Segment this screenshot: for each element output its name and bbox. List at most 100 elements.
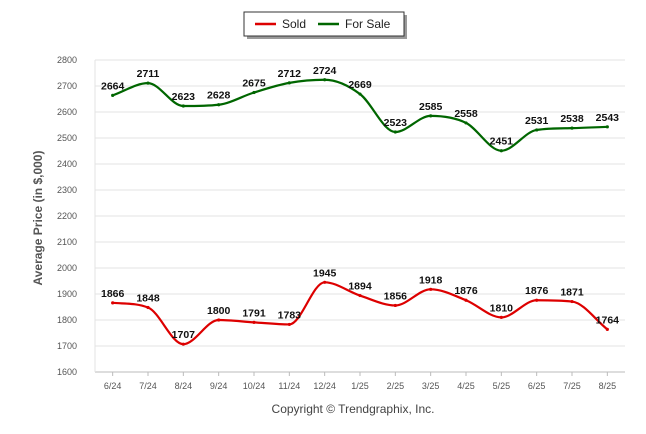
data-label-sold: 1707 — [172, 329, 196, 341]
data-label-for-sale: 2585 — [419, 101, 443, 113]
data-point-for-sale — [146, 81, 150, 85]
data-label-sold: 1876 — [525, 285, 549, 297]
data-label-sold: 1866 — [101, 288, 125, 300]
data-label-for-sale: 2711 — [137, 68, 160, 80]
data-label-for-sale: 2623 — [172, 91, 196, 103]
y-tick-label: 2400 — [57, 159, 77, 169]
data-point-for-sale — [429, 114, 433, 118]
x-tick-labels: 6/24 7/24 8/24 9/24 10/24 11/24 12/24 1/25 2/25 3… — [104, 381, 616, 391]
data-point-sold — [570, 299, 574, 304]
data-point-for-sale — [217, 103, 221, 107]
data-point-for-sale — [535, 128, 539, 132]
data-point-for-sale — [393, 130, 397, 134]
x-tick-label: 9/24 — [210, 381, 228, 391]
data-point-sold — [323, 280, 327, 284]
y-tick-label: 2500 — [57, 133, 77, 143]
x-tick-label: 3/25 — [422, 381, 440, 391]
data-label-sold: 1918 — [419, 274, 443, 286]
data-point-sold — [605, 327, 609, 331]
y-tick-label: 1700 — [57, 341, 77, 351]
gridlines — [95, 59, 625, 347]
data-label-for-sale: 2669 — [348, 79, 372, 91]
x-tick-label: 2/25 — [387, 381, 405, 391]
y-tick-labels: 1600 1700 1800 1900 2000 2100 2200 2300 2400 2500… — [57, 55, 77, 377]
data-point-for-sale — [181, 104, 185, 108]
data-point-sold — [252, 320, 256, 324]
data-label-sold: 1876 — [454, 285, 478, 297]
x-tick-label: 5/25 — [493, 381, 511, 391]
y-tick-label: 1600 — [57, 367, 77, 377]
x-tick-label: 11/24 — [278, 381, 300, 391]
y-tick-label: 2700 — [57, 81, 77, 91]
x-tick-label: 7/25 — [563, 381, 581, 391]
y-tick-label: 2300 — [57, 185, 77, 195]
y-tick-label: 2000 — [57, 263, 77, 273]
data-label-for-sale: 2451 — [490, 136, 514, 148]
data-label-sold: 1945 — [313, 267, 337, 279]
x-tick-label: 12/24 — [313, 381, 336, 391]
data-label-for-sale: 2531 — [525, 115, 549, 127]
data-label-for-sale: 2543 — [596, 112, 620, 124]
data-point-sold — [358, 293, 362, 298]
data-label-sold: 1871 — [560, 287, 584, 299]
data-label-for-sale: 2675 — [242, 78, 266, 90]
y-tick-label: 2200 — [57, 211, 77, 221]
x-tick-label: 8/25 — [599, 381, 617, 391]
data-labels: 1866 1848 1707 1800 1791 1783 1945 1894 1856 1918… — [101, 65, 619, 341]
data-point-for-sale — [252, 90, 256, 95]
data-label-sold: 1856 — [384, 290, 408, 302]
x-tick-label: 7/24 — [139, 381, 157, 391]
data-point-sold — [499, 315, 503, 319]
legend: Sold For Sale — [243, 11, 407, 39]
data-point-for-sale — [605, 125, 609, 129]
y-tick-label: 2100 — [57, 237, 77, 247]
data-point-for-sale — [499, 149, 503, 153]
data-label-for-sale: 2538 — [560, 113, 584, 125]
y-axis-label: Average Price (in $,000) — [31, 151, 45, 286]
x-tick-label: 8/24 — [175, 381, 193, 391]
series-lines — [111, 78, 609, 346]
x-tick-label: 4/25 — [457, 381, 475, 391]
x-tick-label: 6/25 — [528, 381, 546, 391]
axes — [94, 60, 625, 376]
data-point-sold — [535, 298, 539, 302]
data-point-sold — [217, 318, 221, 322]
data-point-sold — [464, 298, 468, 302]
y-tick-label: 1800 — [57, 315, 77, 325]
data-point-for-sale — [570, 126, 574, 130]
legend-label-for-sale: For Sale — [345, 17, 391, 31]
data-label-sold: 1764 — [596, 314, 620, 326]
data-point-for-sale — [111, 93, 115, 97]
data-label-for-sale: 2558 — [454, 108, 478, 120]
data-point-for-sale — [323, 78, 327, 82]
data-label-for-sale: 2724 — [313, 65, 337, 77]
data-point-for-sale — [287, 81, 291, 85]
data-label-sold: 1800 — [207, 305, 231, 317]
data-label-for-sale: 2628 — [207, 90, 231, 102]
copyright-text: Copyright © Trendgraphix, Inc. — [272, 402, 435, 416]
data-label-sold: 1848 — [136, 293, 160, 305]
data-point-for-sale — [358, 92, 362, 96]
data-point-sold — [287, 322, 291, 327]
data-point-sold — [181, 342, 185, 346]
legend-label-sold: Sold — [282, 17, 306, 31]
x-tick-label: 6/24 — [104, 381, 122, 391]
data-point-sold — [393, 303, 397, 308]
y-tick-label: 2600 — [57, 107, 77, 117]
data-label-sold: 1791 — [242, 307, 266, 319]
x-tick-label: 1/25 — [351, 381, 369, 391]
y-tick-label: 1900 — [57, 289, 77, 299]
data-label-for-sale: 2712 — [278, 68, 302, 80]
data-point-sold — [111, 301, 115, 305]
data-point-sold — [146, 305, 150, 310]
data-point-sold — [429, 287, 433, 291]
data-label-sold: 1783 — [278, 309, 302, 321]
x-tick-label: 10/24 — [243, 381, 266, 391]
data-point-for-sale — [464, 121, 468, 125]
y-tick-label: 2800 — [57, 55, 77, 65]
data-label-for-sale: 2664 — [101, 80, 125, 92]
data-label-for-sale: 2523 — [384, 117, 408, 129]
data-label-sold: 1894 — [348, 281, 372, 293]
data-label-sold: 1810 — [490, 302, 514, 314]
